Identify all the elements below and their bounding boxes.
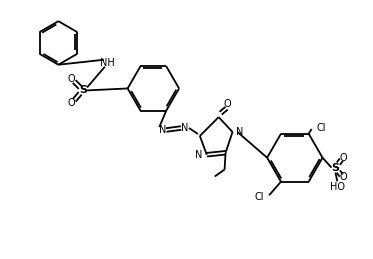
Text: O: O — [339, 153, 347, 163]
Text: N: N — [195, 150, 203, 160]
Text: NH: NH — [100, 58, 115, 68]
Text: S: S — [331, 163, 339, 172]
Text: S: S — [79, 85, 87, 95]
Text: Cl: Cl — [317, 123, 326, 133]
Text: O: O — [339, 172, 347, 183]
Text: N: N — [236, 127, 244, 137]
Text: HO: HO — [330, 182, 345, 192]
Text: N: N — [181, 123, 189, 133]
Text: O: O — [68, 98, 75, 108]
Text: N: N — [159, 125, 166, 135]
Text: O: O — [68, 74, 75, 84]
Text: O: O — [224, 99, 231, 109]
Text: Cl: Cl — [255, 192, 264, 202]
